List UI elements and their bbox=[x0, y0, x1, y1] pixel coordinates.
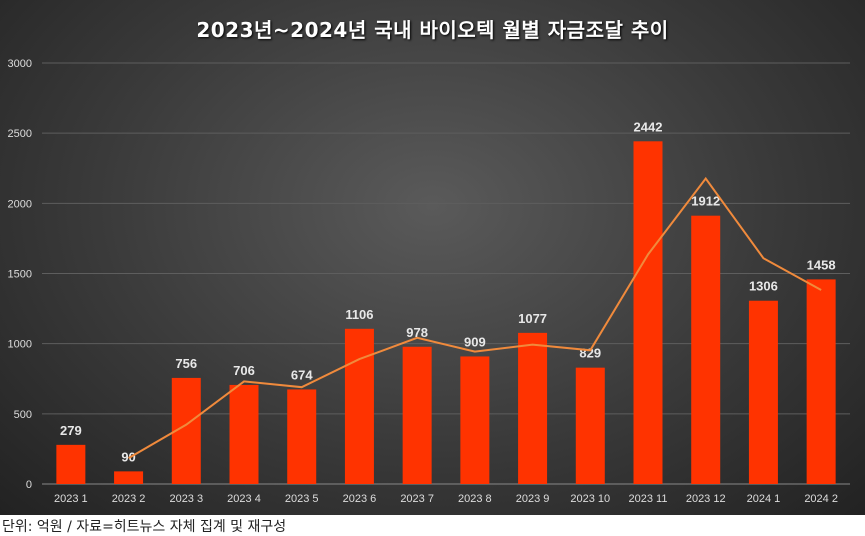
y-tick-label: 1500 bbox=[8, 269, 32, 281]
data-label: 1106 bbox=[345, 307, 373, 322]
x-tick-label: 2023 9 bbox=[516, 493, 550, 505]
x-tick-label: 2023 7 bbox=[400, 493, 434, 505]
x-tick-label: 2023 12 bbox=[686, 493, 726, 505]
bar bbox=[691, 215, 721, 484]
data-label: 978 bbox=[406, 325, 428, 340]
bar bbox=[460, 356, 490, 484]
bar bbox=[518, 332, 548, 484]
x-tick-label: 2023 4 bbox=[227, 493, 261, 505]
bar bbox=[633, 141, 663, 484]
source-note: 단위: 억원 / 자료=히트뉴스 자체 집계 및 재구성 bbox=[2, 519, 287, 535]
x-tick-label: 2023 6 bbox=[343, 493, 377, 505]
bar bbox=[402, 346, 432, 484]
bar bbox=[287, 389, 317, 484]
x-tick-label: 2023 11 bbox=[629, 493, 668, 505]
y-tick-label: 500 bbox=[14, 409, 32, 421]
x-tick-label: 2024 1 bbox=[747, 493, 781, 505]
x-tick-label: 2023 3 bbox=[169, 493, 203, 505]
bar bbox=[748, 300, 778, 484]
data-label: 756 bbox=[175, 356, 197, 371]
y-tick-label: 3000 bbox=[8, 58, 32, 70]
x-tick-label: 2023 8 bbox=[458, 493, 492, 505]
bar bbox=[114, 471, 144, 484]
y-tick-label: 2000 bbox=[8, 198, 32, 210]
x-tick-label: 2023 5 bbox=[285, 493, 319, 505]
data-label: 1077 bbox=[518, 311, 547, 326]
y-tick-label: 0 bbox=[26, 479, 32, 491]
bar bbox=[56, 444, 86, 484]
x-tick-label: 2023 1 bbox=[54, 493, 88, 505]
chart-title: 2023년~2024년 국내 바이오텍 월별 자금조달 추이 bbox=[196, 18, 669, 42]
trendline bbox=[128, 176, 822, 459]
y-tick-label: 1000 bbox=[8, 339, 32, 351]
data-label: 1458 bbox=[807, 257, 836, 272]
y-tick-label: 2500 bbox=[8, 128, 32, 140]
data-label: 706 bbox=[233, 363, 255, 378]
bar-chart: 0 500 1000 1500 2000 2500 3000 279 2023 1 90 2023 … bbox=[8, 58, 850, 505]
bar bbox=[575, 367, 605, 484]
data-label: 2442 bbox=[634, 119, 663, 134]
data-label: 909 bbox=[464, 334, 486, 349]
data-label: 1912 bbox=[691, 194, 720, 209]
chart-area: 2023년~2024년 국내 바이오텍 월별 자금조달 추이 0 500 1000 1… bbox=[0, 0, 865, 515]
x-tick-label: 2023 10 bbox=[570, 493, 610, 505]
data-label: 829 bbox=[579, 346, 601, 361]
bar bbox=[806, 279, 836, 484]
data-label: 279 bbox=[60, 423, 82, 438]
data-label: 674 bbox=[291, 367, 313, 382]
data-label: 1306 bbox=[749, 279, 778, 294]
data-label: 90 bbox=[121, 449, 135, 464]
bar bbox=[344, 328, 374, 484]
x-tick-label: 2024 2 bbox=[804, 493, 838, 505]
bar bbox=[229, 384, 259, 484]
x-tick-label: 2023 2 bbox=[112, 493, 146, 505]
